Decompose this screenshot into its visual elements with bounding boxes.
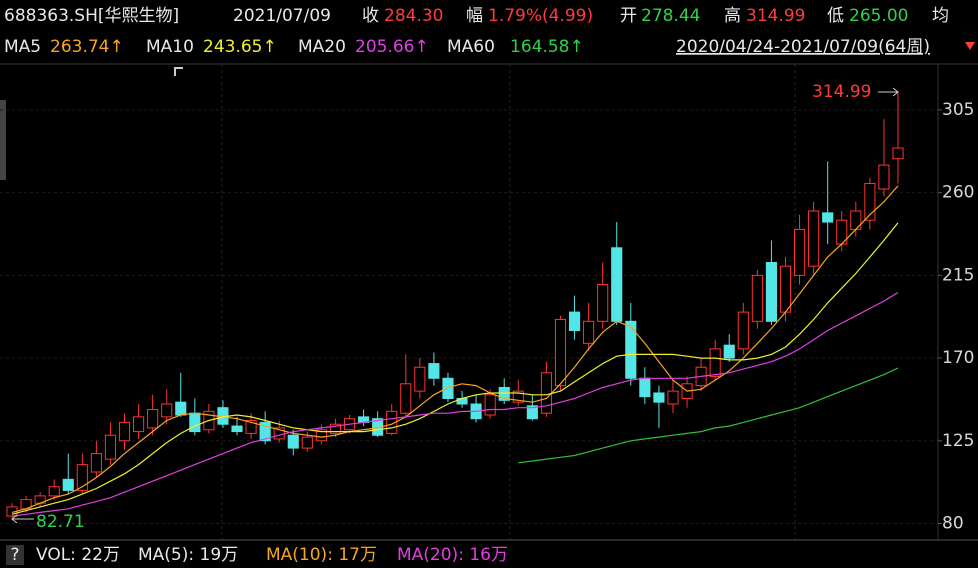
ma-line (11, 222, 899, 515)
candle-body (597, 284, 609, 322)
open-label: 开 (620, 6, 637, 26)
candle-body (625, 320, 637, 379)
cursor-icon (174, 67, 183, 76)
candle-body (484, 394, 496, 416)
candle-body (751, 274, 763, 322)
legend-name: MA20 (298, 37, 346, 57)
candle-body (554, 318, 567, 387)
volume-ma5: MA(5): 19万 (138, 545, 238, 565)
volume-ma20: MA(20): 16万 (397, 545, 508, 565)
y-tick-label: 305 (942, 100, 974, 120)
candle-body (301, 436, 313, 449)
legend-value: 263.74↑ (50, 37, 124, 57)
high-label: 高 (724, 6, 741, 26)
ma-line (518, 367, 899, 464)
candle-body (90, 453, 102, 473)
y-tick-label: 170 (942, 348, 974, 368)
volume: VOL: 22万 (36, 545, 120, 565)
low-label: 低 (827, 6, 844, 26)
candle-body (245, 420, 257, 434)
candle-body (442, 377, 454, 399)
candle-body (287, 434, 299, 449)
min-arrow (11, 514, 34, 524)
candle-body (104, 434, 117, 460)
candle-body (498, 386, 510, 401)
volume-ma10: MA(10): 17万 (266, 545, 377, 565)
candle-body (878, 164, 890, 190)
candle-body (62, 478, 74, 491)
change-value: 1.79%(4.99) (488, 6, 593, 26)
candle-body (175, 401, 187, 416)
legend-value: 243.65↑ (203, 37, 277, 57)
y-tick-label: 80 (942, 513, 964, 533)
max-annotation: 314.99 (812, 82, 871, 102)
candle-body (822, 212, 834, 223)
candle-body (779, 265, 792, 313)
help-text[interactable]: ? (10, 545, 19, 565)
min-annotation: 82.71 (36, 512, 85, 532)
candle-body (386, 410, 398, 434)
candle-body (583, 320, 595, 344)
candle-body (667, 390, 679, 405)
candle-body (808, 210, 820, 267)
candle-body (512, 390, 524, 403)
candle-body (850, 210, 862, 230)
help-icon[interactable] (6, 545, 24, 565)
legend-value: 164.58↑ (510, 37, 584, 57)
y-axis: 80 125 170 215 260 305 (938, 100, 974, 533)
legend-name: MA5 (4, 37, 41, 57)
candle-body (315, 429, 327, 442)
dropdown-icon[interactable] (965, 42, 975, 50)
y-tick-label: 215 (942, 265, 974, 285)
scrollbar (0, 100, 6, 180)
candle-body (118, 421, 131, 442)
low-value: 265.00 (849, 6, 908, 26)
candle-body (428, 363, 440, 379)
candle-body (147, 409, 159, 429)
candle-body (76, 464, 88, 491)
candle-body (48, 486, 60, 497)
avg-label: 均 (932, 6, 949, 26)
candle-body (709, 348, 721, 377)
candle-body (864, 182, 876, 221)
candle-body (400, 383, 412, 414)
legend-name: MA10 (146, 37, 194, 57)
candle-body (329, 423, 342, 434)
plot-area: 80 125 170 215 260 305 (0, 91, 974, 533)
close-label: 收 (362, 6, 379, 26)
candle-body (414, 366, 426, 392)
y-tick-label: 125 (942, 431, 974, 451)
candle-body (793, 228, 806, 276)
candle-body (737, 311, 749, 350)
candle-body (161, 403, 173, 418)
date: 2021/07/09 (233, 6, 331, 26)
candle-body (723, 344, 735, 359)
candle-body (611, 247, 623, 322)
symbol: 688363.SH[华熙生物] (4, 6, 179, 26)
candle-body (639, 377, 651, 398)
date-range[interactable]: 2020/04/24-2021/07/09(64周) (676, 37, 930, 57)
legend-name: MA60 (447, 37, 495, 57)
legend-value: 205.66↑ (355, 37, 429, 57)
open-value: 278.44 (641, 6, 700, 26)
candle-body (231, 425, 243, 433)
ma-line (11, 185, 899, 513)
candle-body (540, 372, 552, 414)
candle-body (653, 392, 665, 403)
candle-body (568, 311, 581, 331)
candle-body (892, 147, 904, 160)
max-arrow (878, 87, 899, 97)
candle-body (189, 412, 201, 433)
candle-body (765, 261, 777, 322)
y-tick-label: 260 (942, 183, 974, 203)
change-label: 幅 (466, 6, 483, 26)
ma-line (11, 291, 899, 517)
candle-body (259, 421, 271, 442)
candle-body (526, 405, 538, 420)
high-value: 314.99 (746, 6, 805, 26)
close-value: 284.30 (384, 6, 443, 26)
candle-body (133, 416, 145, 433)
